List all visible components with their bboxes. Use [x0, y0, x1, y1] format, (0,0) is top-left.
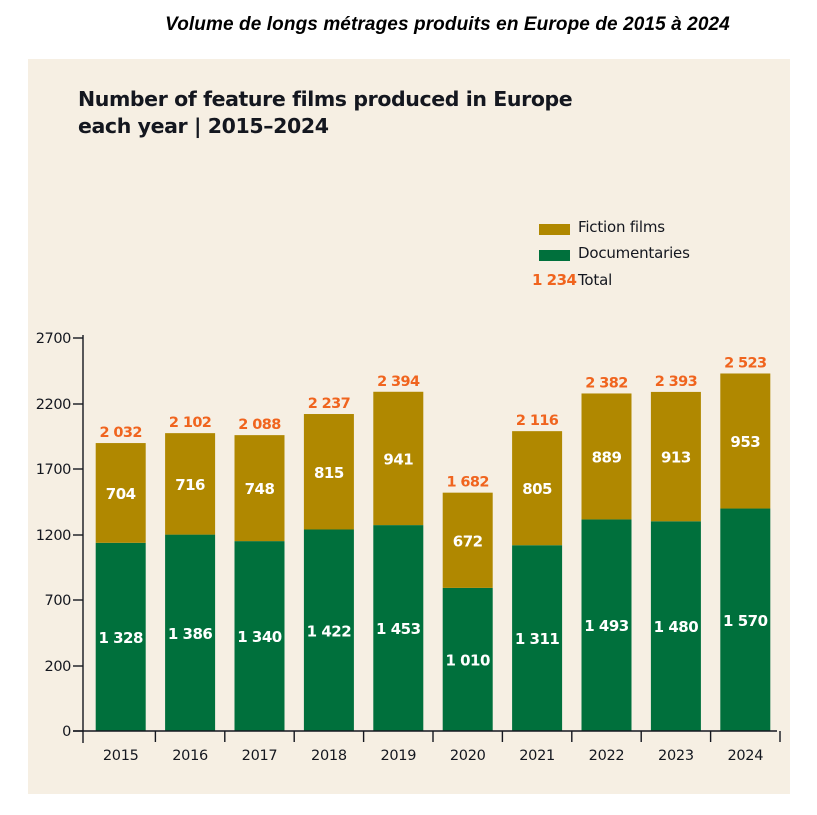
total-value-label: 2 088 [238, 417, 281, 433]
documentary-bar-2022 [581, 519, 632, 731]
total-value-label: 2 394 [377, 374, 420, 390]
documentary-bar-2016 [165, 534, 216, 731]
total-value-label: 2 237 [308, 396, 350, 412]
fiction-bar-2023 [650, 391, 701, 522]
documentary-value-label: 1 422 [307, 622, 352, 640]
documentary-bar-2023 [650, 521, 701, 731]
fiction-bar-2018 [303, 414, 354, 530]
fiction-value-label: 704 [106, 485, 136, 503]
x-tick-label: 2022 [589, 748, 625, 764]
documentary-bar-2017 [234, 541, 285, 731]
total-value-label: 2 116 [516, 413, 559, 429]
chart-title: Number of feature films produced in Euro… [78, 86, 598, 140]
documentary-bar-2018 [303, 529, 354, 731]
y-tick-label: 2200 [36, 397, 71, 413]
x-tick-label: 2020 [450, 748, 486, 764]
documentary-bar-2021 [512, 545, 563, 731]
chart-caption: Volume de longs métrages produits en Eur… [165, 14, 730, 35]
legend-label-total: Total [578, 271, 613, 289]
documentary-swatch [539, 250, 570, 261]
documentary-bar-2019 [373, 525, 424, 731]
fiction-bar-2020 [442, 492, 493, 588]
fiction-value-label: 748 [245, 480, 275, 498]
fiction-bar-2016 [165, 433, 216, 535]
fiction-value-label: 953 [730, 433, 760, 451]
documentary-value-label: 1 480 [654, 618, 699, 636]
fiction-value-label: 913 [661, 449, 691, 467]
fiction-swatch [539, 224, 570, 235]
documentary-value-label: 1 328 [98, 629, 143, 647]
x-tick-label: 2017 [242, 748, 278, 764]
x-tick-label: 2019 [380, 748, 416, 764]
y-tick-label: 200 [45, 659, 72, 675]
fiction-value-label: 941 [383, 450, 413, 468]
x-tick-label: 2024 [727, 748, 763, 764]
fiction-value-label: 805 [522, 480, 552, 498]
axes-group: 0 200 700 1200 1700 2200 2700 [36, 331, 781, 743]
fiction-bar-2021 [512, 431, 563, 546]
documentary-value-label: 1 493 [584, 617, 629, 635]
fiction-bar-2015 [95, 443, 146, 543]
documentary-bar-2024 [720, 508, 771, 731]
x-tick-label: 2015 [103, 748, 139, 764]
total-value-label: 2 523 [724, 355, 766, 371]
documentary-value-label: 1 010 [445, 651, 490, 669]
documentary-bar-2020 [442, 587, 493, 731]
bars-group [95, 373, 771, 731]
fiction-value-label: 889 [592, 448, 622, 466]
x-tick-label: 2016 [172, 748, 208, 764]
y-tick-label: 0 [62, 724, 71, 740]
y-tick-label: 1200 [36, 528, 71, 544]
fiction-bar-2022 [581, 393, 632, 520]
fiction-bar-2019 [373, 391, 424, 526]
documentary-value-label: 1 453 [376, 620, 421, 638]
documentary-value-label: 1 570 [723, 612, 768, 630]
documentary-value-label: 1 311 [515, 630, 560, 648]
labels-group: 1 328 704 2 032 2015 1 386 716 2 102 2016 1 340 7… [98, 355, 768, 764]
fiction-bar-2024 [720, 373, 771, 509]
documentary-value-label: 1 386 [168, 625, 213, 643]
total-value-label: 1 682 [446, 475, 488, 491]
x-tick-label: 2018 [311, 748, 347, 764]
total-value-label: 2 032 [99, 425, 141, 441]
x-tick-label: 2021 [519, 748, 555, 764]
legend-label-fiction: Fiction films [578, 218, 665, 236]
y-tick-label: 700 [45, 593, 72, 609]
total-value-label: 2 382 [585, 375, 627, 391]
legend-total-sample: 1 234 [532, 271, 577, 289]
fiction-value-label: 672 [453, 532, 483, 550]
total-value-label: 2 393 [655, 374, 697, 390]
fiction-value-label: 716 [175, 476, 205, 494]
y-tick-label: 1700 [36, 462, 71, 478]
legend-label-documentaries: Documentaries [578, 244, 690, 262]
fiction-bar-2017 [234, 435, 285, 542]
chart-title-line-1: Number of feature films produced in Euro… [78, 87, 573, 111]
fiction-value-label: 815 [314, 464, 344, 482]
documentary-bar-2015 [95, 542, 146, 731]
documentary-value-label: 1 340 [237, 628, 282, 646]
x-tick-label: 2023 [658, 748, 694, 764]
chart-title-line-2: each year | 2015–2024 [78, 114, 329, 138]
total-value-label: 2 102 [169, 415, 211, 431]
y-tick-label: 2700 [36, 331, 71, 347]
